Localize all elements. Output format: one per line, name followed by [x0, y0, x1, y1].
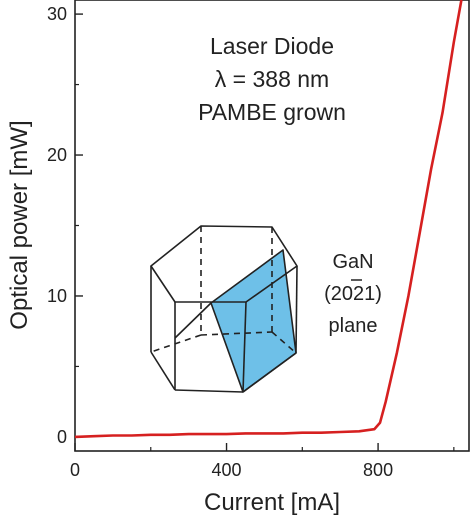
y-tick-label: 10: [47, 286, 67, 306]
tick-labels: 0 400 800 0 10 20 30: [47, 4, 393, 480]
optical-power-curve: [74, 0, 463, 439]
crystal-plane-highlight: [210, 249, 297, 393]
x-tick-label: 0: [70, 460, 80, 480]
annotation-line-2: λ = 388 nm: [215, 66, 329, 92]
x-tick-label: 400: [212, 460, 242, 480]
crystal-label-line-1: GaN: [332, 251, 373, 273]
crystal-plane-label: GaN (2021) plane: [324, 251, 382, 337]
y-axis-title: Optical power [mW]: [6, 120, 33, 329]
annotation-line-3: PAMBE grown: [198, 99, 346, 125]
crystal-label-line-3: plane: [329, 315, 378, 337]
y-tick-label: 20: [47, 145, 67, 165]
annotation-line-1: Laser Diode: [210, 33, 334, 59]
crystal-label-line-2: (2021): [324, 283, 382, 305]
ticks: [74, 13, 455, 451]
gan-crystal-illustration: [150, 225, 298, 393]
y-tick-label: 0: [57, 427, 67, 447]
chart-annotation: Laser Diode λ = 388 nm PAMBE grown: [198, 33, 346, 125]
x-axis-title: Current [mA]: [204, 489, 340, 516]
y-tick-label: 30: [47, 4, 67, 24]
x-tick-label: 800: [363, 460, 393, 480]
